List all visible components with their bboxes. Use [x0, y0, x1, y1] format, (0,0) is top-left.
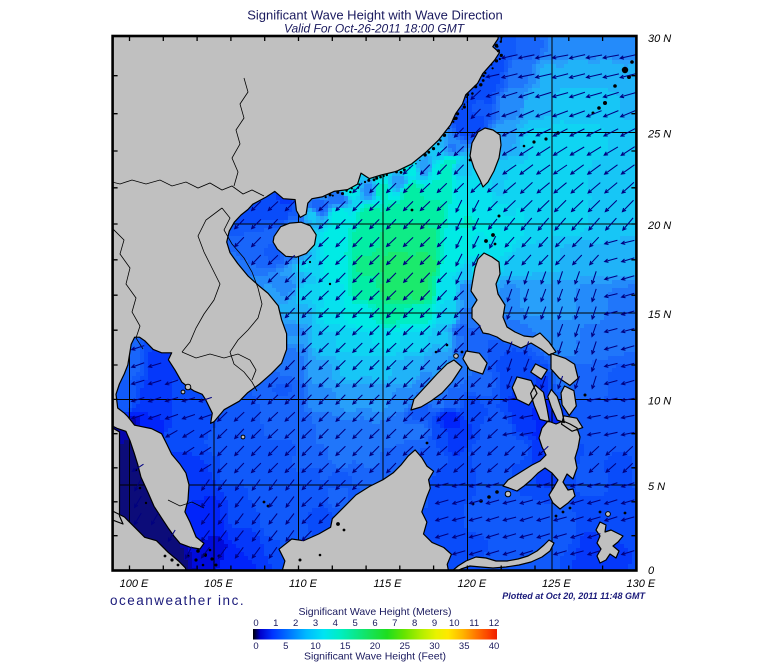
- svg-text:oceanweather inc.: oceanweather inc.: [110, 593, 245, 608]
- svg-text:Significant Wave Height (Meter: Significant Wave Height (Meters): [298, 606, 451, 618]
- svg-text:110 E: 110 E: [289, 578, 318, 590]
- svg-text:5: 5: [283, 641, 288, 652]
- svg-text:15: 15: [340, 641, 351, 652]
- svg-text:5: 5: [353, 618, 358, 629]
- svg-text:35: 35: [459, 641, 470, 652]
- svg-text:11: 11: [469, 618, 479, 629]
- svg-text:120 E: 120 E: [458, 578, 487, 590]
- svg-text:15 N: 15 N: [648, 309, 671, 321]
- svg-text:9: 9: [432, 618, 437, 629]
- svg-text:25: 25: [400, 641, 411, 652]
- svg-text:115 E: 115 E: [374, 578, 403, 590]
- svg-text:0: 0: [648, 565, 655, 577]
- svg-text:20 N: 20 N: [647, 220, 671, 232]
- svg-text:6: 6: [372, 618, 377, 629]
- svg-text:Significant Wave Height with W: Significant Wave Height with Wave Direct…: [247, 8, 503, 23]
- svg-text:Valid For Oct-26-2011 18:00 GM: Valid For Oct-26-2011 18:00 GMT: [284, 22, 466, 36]
- svg-text:20: 20: [370, 641, 381, 652]
- svg-text:Plotted at Oct 20, 2011 11:48: Plotted at Oct 20, 2011 11:48 GMT: [502, 591, 646, 601]
- svg-text:10: 10: [449, 618, 460, 629]
- svg-text:25 N: 25 N: [647, 129, 671, 141]
- svg-text:8: 8: [412, 618, 417, 629]
- svg-text:100 E: 100 E: [120, 578, 149, 590]
- svg-text:3: 3: [313, 618, 318, 629]
- svg-text:12: 12: [489, 618, 500, 629]
- svg-text:0: 0: [253, 641, 258, 652]
- svg-text:Significant Wave Height (Feet): Significant Wave Height (Feet): [304, 651, 446, 663]
- svg-text:1: 1: [273, 618, 278, 629]
- svg-text:125 E: 125 E: [542, 578, 571, 590]
- svg-text:105 E: 105 E: [204, 578, 233, 590]
- svg-text:30: 30: [429, 641, 440, 652]
- svg-text:30 N: 30 N: [648, 33, 671, 45]
- svg-text:4: 4: [333, 618, 338, 629]
- svg-text:130 E: 130 E: [627, 578, 656, 590]
- svg-text:10 N: 10 N: [648, 396, 671, 408]
- svg-text:5 N: 5 N: [648, 481, 665, 493]
- svg-text:40: 40: [489, 641, 500, 652]
- svg-text:7: 7: [392, 618, 397, 629]
- svg-text:10: 10: [310, 641, 321, 652]
- svg-text:0: 0: [253, 618, 258, 629]
- svg-text:2: 2: [293, 618, 298, 629]
